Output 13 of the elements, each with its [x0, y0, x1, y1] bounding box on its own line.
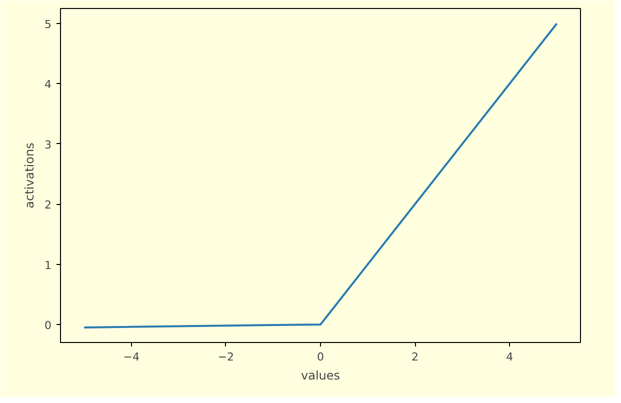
x-tick-label: −4	[123, 350, 140, 364]
x-tick-label: −2	[218, 350, 234, 364]
y-tick-label: 5	[44, 18, 52, 32]
x-tick-label: 0	[317, 350, 324, 364]
y-tick-label: 1	[44, 258, 52, 272]
y-tick-label: 4	[44, 78, 52, 92]
y-tick-label: 0	[44, 318, 52, 332]
y-axis-title: activations	[22, 142, 36, 208]
x-tick-label: 2	[412, 350, 419, 364]
x-axis-title: values	[300, 368, 340, 382]
y-tick-label: 2	[44, 198, 52, 212]
y-tick-label: 3	[44, 138, 52, 152]
x-tick-label: 4	[506, 350, 514, 364]
